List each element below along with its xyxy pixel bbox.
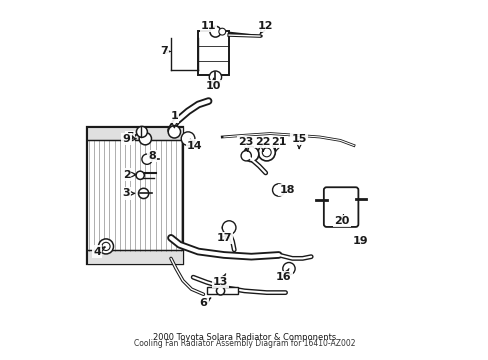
Circle shape: [142, 154, 152, 164]
Bar: [198, 31, 229, 76]
Circle shape: [222, 221, 236, 234]
Text: 9: 9: [122, 134, 136, 144]
Text: 2: 2: [122, 170, 136, 180]
Circle shape: [244, 147, 258, 162]
Bar: [87, 250, 183, 264]
Circle shape: [136, 126, 147, 137]
Circle shape: [282, 262, 295, 275]
Bar: [87, 127, 183, 264]
Text: 20: 20: [334, 215, 349, 226]
Text: 21: 21: [270, 137, 286, 151]
Circle shape: [216, 287, 224, 295]
Circle shape: [138, 188, 148, 199]
Circle shape: [139, 132, 151, 145]
Circle shape: [219, 28, 225, 35]
Text: 4: 4: [93, 247, 105, 257]
Text: 14: 14: [187, 139, 203, 150]
Circle shape: [136, 171, 144, 179]
Bar: [87, 127, 183, 140]
Text: 12: 12: [257, 21, 272, 34]
Text: 19: 19: [352, 236, 368, 246]
Bar: [206, 287, 237, 294]
Text: 7: 7: [160, 46, 169, 57]
Text: 2000 Toyota Solara Radiator & Components: 2000 Toyota Solara Radiator & Components: [153, 333, 335, 342]
Circle shape: [102, 242, 110, 251]
Circle shape: [241, 151, 251, 161]
Text: 17: 17: [216, 233, 231, 243]
Circle shape: [272, 184, 285, 196]
Text: 1: 1: [170, 112, 178, 128]
Circle shape: [168, 126, 180, 138]
Circle shape: [209, 71, 221, 83]
Text: 11: 11: [201, 21, 216, 31]
Text: 16: 16: [275, 269, 291, 282]
Text: 3: 3: [122, 188, 134, 198]
Text: 22: 22: [255, 137, 270, 151]
Text: 10: 10: [205, 78, 221, 91]
Circle shape: [98, 239, 113, 254]
Text: 6: 6: [199, 298, 210, 308]
Text: 5: 5: [126, 132, 137, 142]
Circle shape: [262, 148, 271, 157]
Text: 18: 18: [279, 185, 294, 195]
Text: Cooling Fan Radiator Assembly Diagram for 16410-AZ002: Cooling Fan Radiator Assembly Diagram fo…: [134, 339, 354, 348]
FancyBboxPatch shape: [323, 187, 358, 227]
Circle shape: [258, 144, 275, 161]
Circle shape: [209, 26, 221, 37]
Text: 8: 8: [148, 151, 156, 161]
Text: 23: 23: [238, 137, 253, 151]
Circle shape: [181, 132, 195, 145]
Text: 13: 13: [212, 274, 228, 287]
Text: 15: 15: [291, 134, 306, 148]
